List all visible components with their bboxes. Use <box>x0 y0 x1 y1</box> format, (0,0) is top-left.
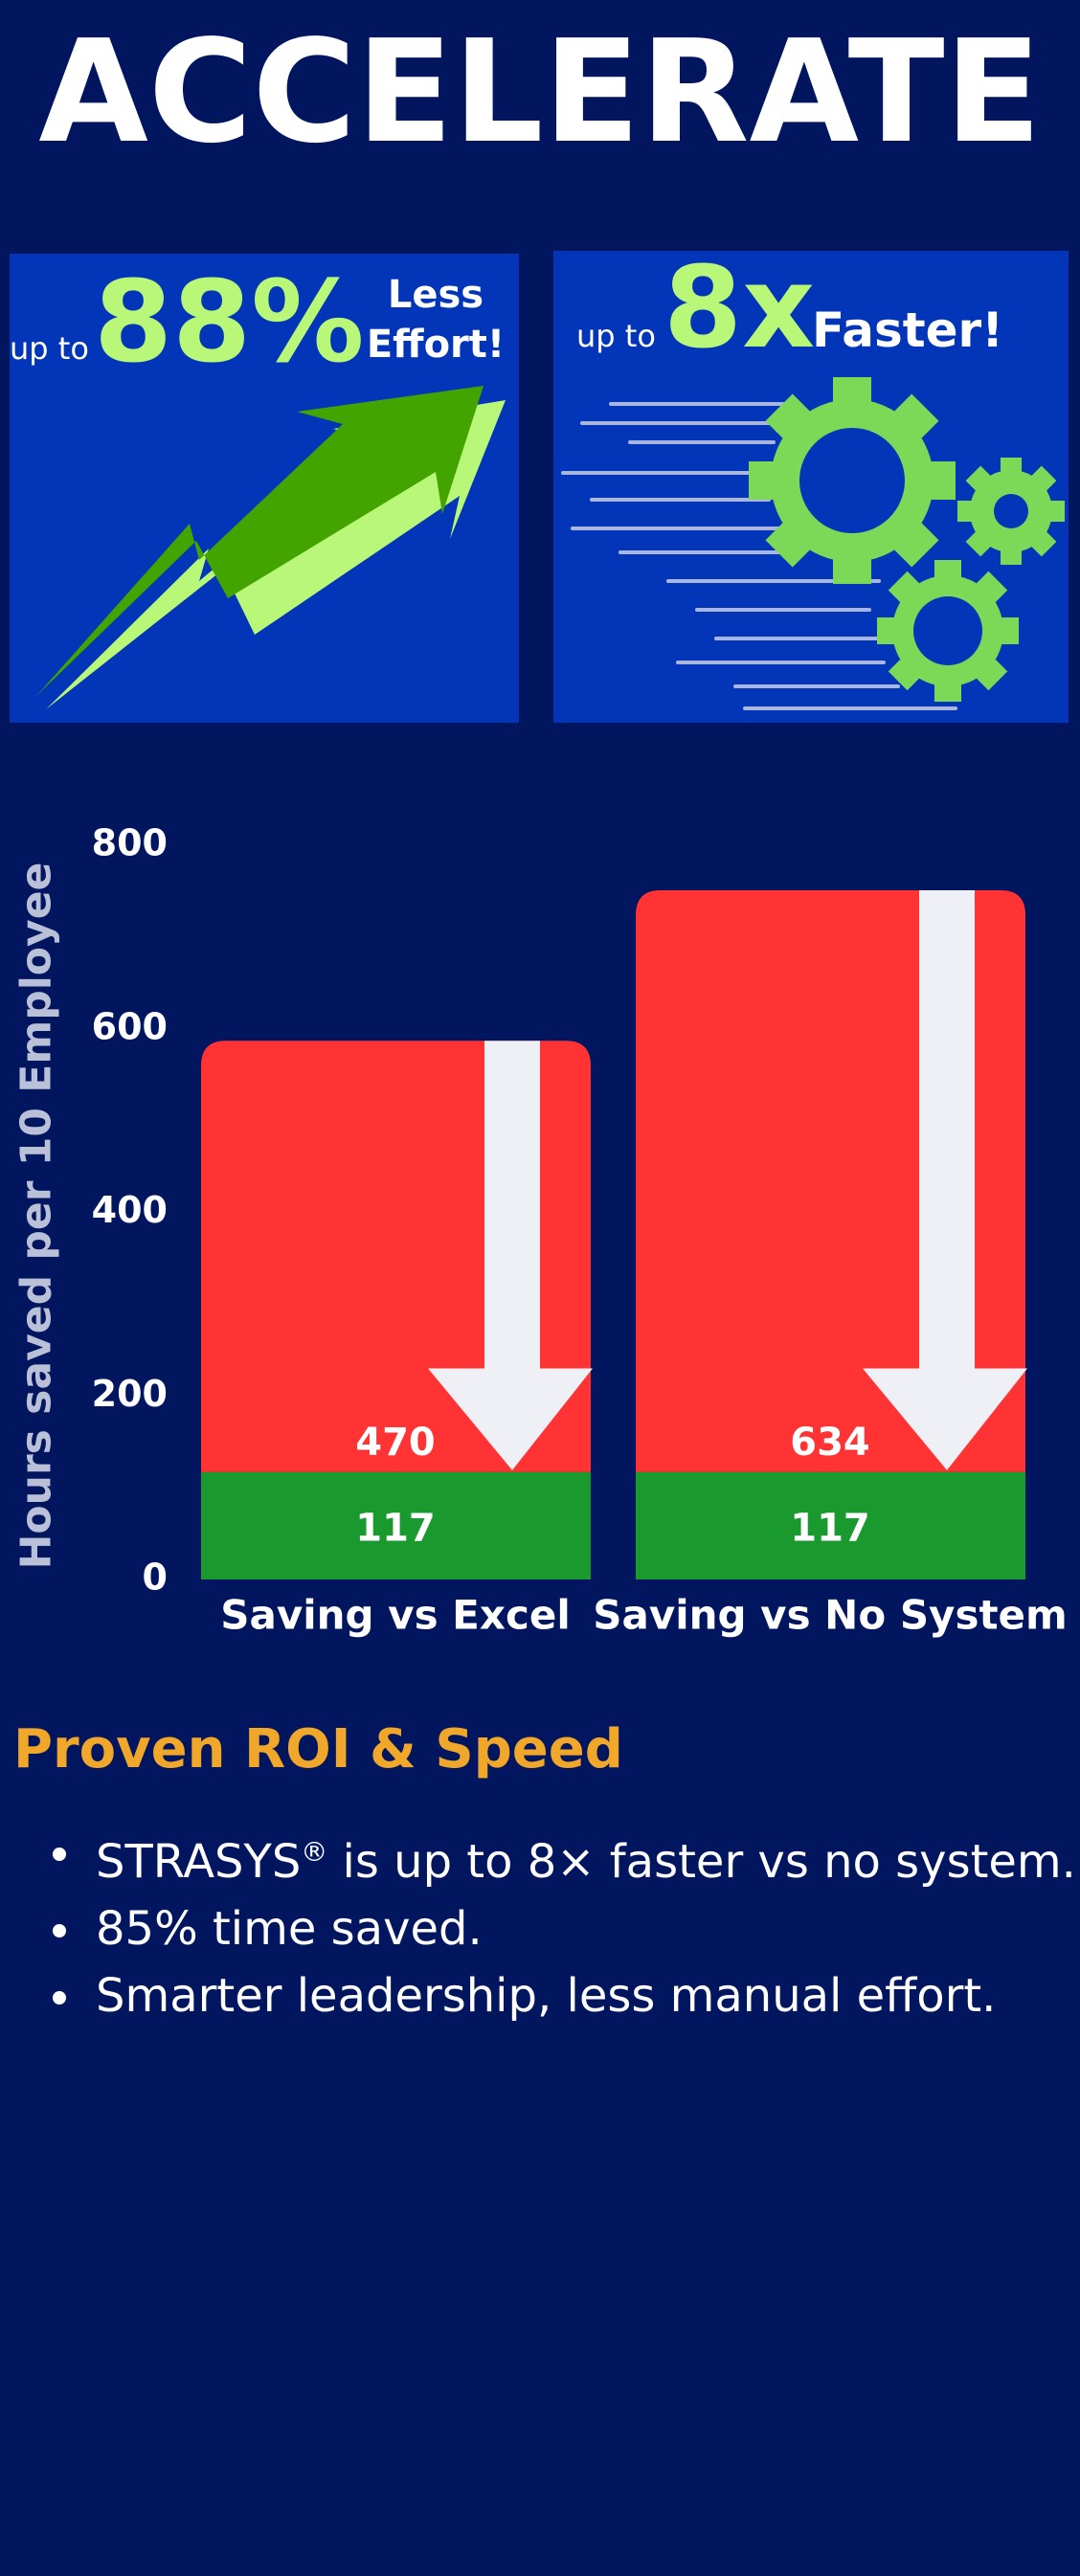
hours-saved-chart: 0 200 400 600 800 470 117 Saving vs Excel 634 117… <box>92 822 1068 1639</box>
effort-value: 88% <box>94 256 365 388</box>
effort-card: up to 88% Less Effort! <box>10 254 519 723</box>
effort-prefix: up to <box>10 330 89 367</box>
y-tick-label: 800 <box>92 822 168 864</box>
trend-arrow-icon <box>36 386 506 709</box>
down-arrow-icon <box>428 1041 593 1470</box>
bar-segment-base <box>636 1471 1025 1579</box>
bar-value-label-base: 117 <box>790 1507 870 1551</box>
roi-bullet-speed: STRASYS® is up to 8× faster vs no system… <box>0 1819 1076 1895</box>
bar-value-label-base: 117 <box>355 1507 436 1551</box>
roi-bullet-effort: Smarter leadership, less manual effort. <box>0 1962 1076 2029</box>
x-category-label: Saving vs Excel <box>220 1592 571 1639</box>
speed-card: up to 8x Faster! <box>553 251 1069 723</box>
gears-icon <box>561 377 1065 710</box>
roi-bullet-speed-text: is up to 8× faster vs no system. <box>327 1835 1076 1889</box>
page-title: ACCELERATE <box>38 10 1042 174</box>
speed-value: 8x <box>664 241 816 373</box>
effort-label-line1: Less <box>387 273 484 317</box>
roi-bullet-time: 85% time saved. <box>0 1895 1076 1962</box>
roi-heading: Proven ROI & Speed <box>13 1718 623 1781</box>
y-tick-label: 600 <box>92 1005 168 1047</box>
y-tick-label: 400 <box>92 1189 168 1231</box>
x-category-label: Saving vs No System <box>593 1592 1068 1639</box>
y-tick-label: 200 <box>92 1373 168 1415</box>
speed-label: Faster! <box>812 302 1003 358</box>
bar-value-label-saving: 470 <box>355 1421 436 1465</box>
bar-segment-base <box>201 1471 591 1579</box>
bar-value-label-saving: 634 <box>790 1421 870 1465</box>
effort-label-line2: Effort! <box>366 323 506 367</box>
brand-name: STRASYS <box>96 1835 302 1889</box>
speed-prefix: up to <box>576 318 656 354</box>
down-arrow-icon <box>863 889 1027 1470</box>
registered-mark: ® <box>301 1836 328 1868</box>
y-tick-label: 0 <box>143 1557 168 1599</box>
roi-bullet-list: STRASYS® is up to 8× faster vs no system… <box>0 1819 1076 2029</box>
